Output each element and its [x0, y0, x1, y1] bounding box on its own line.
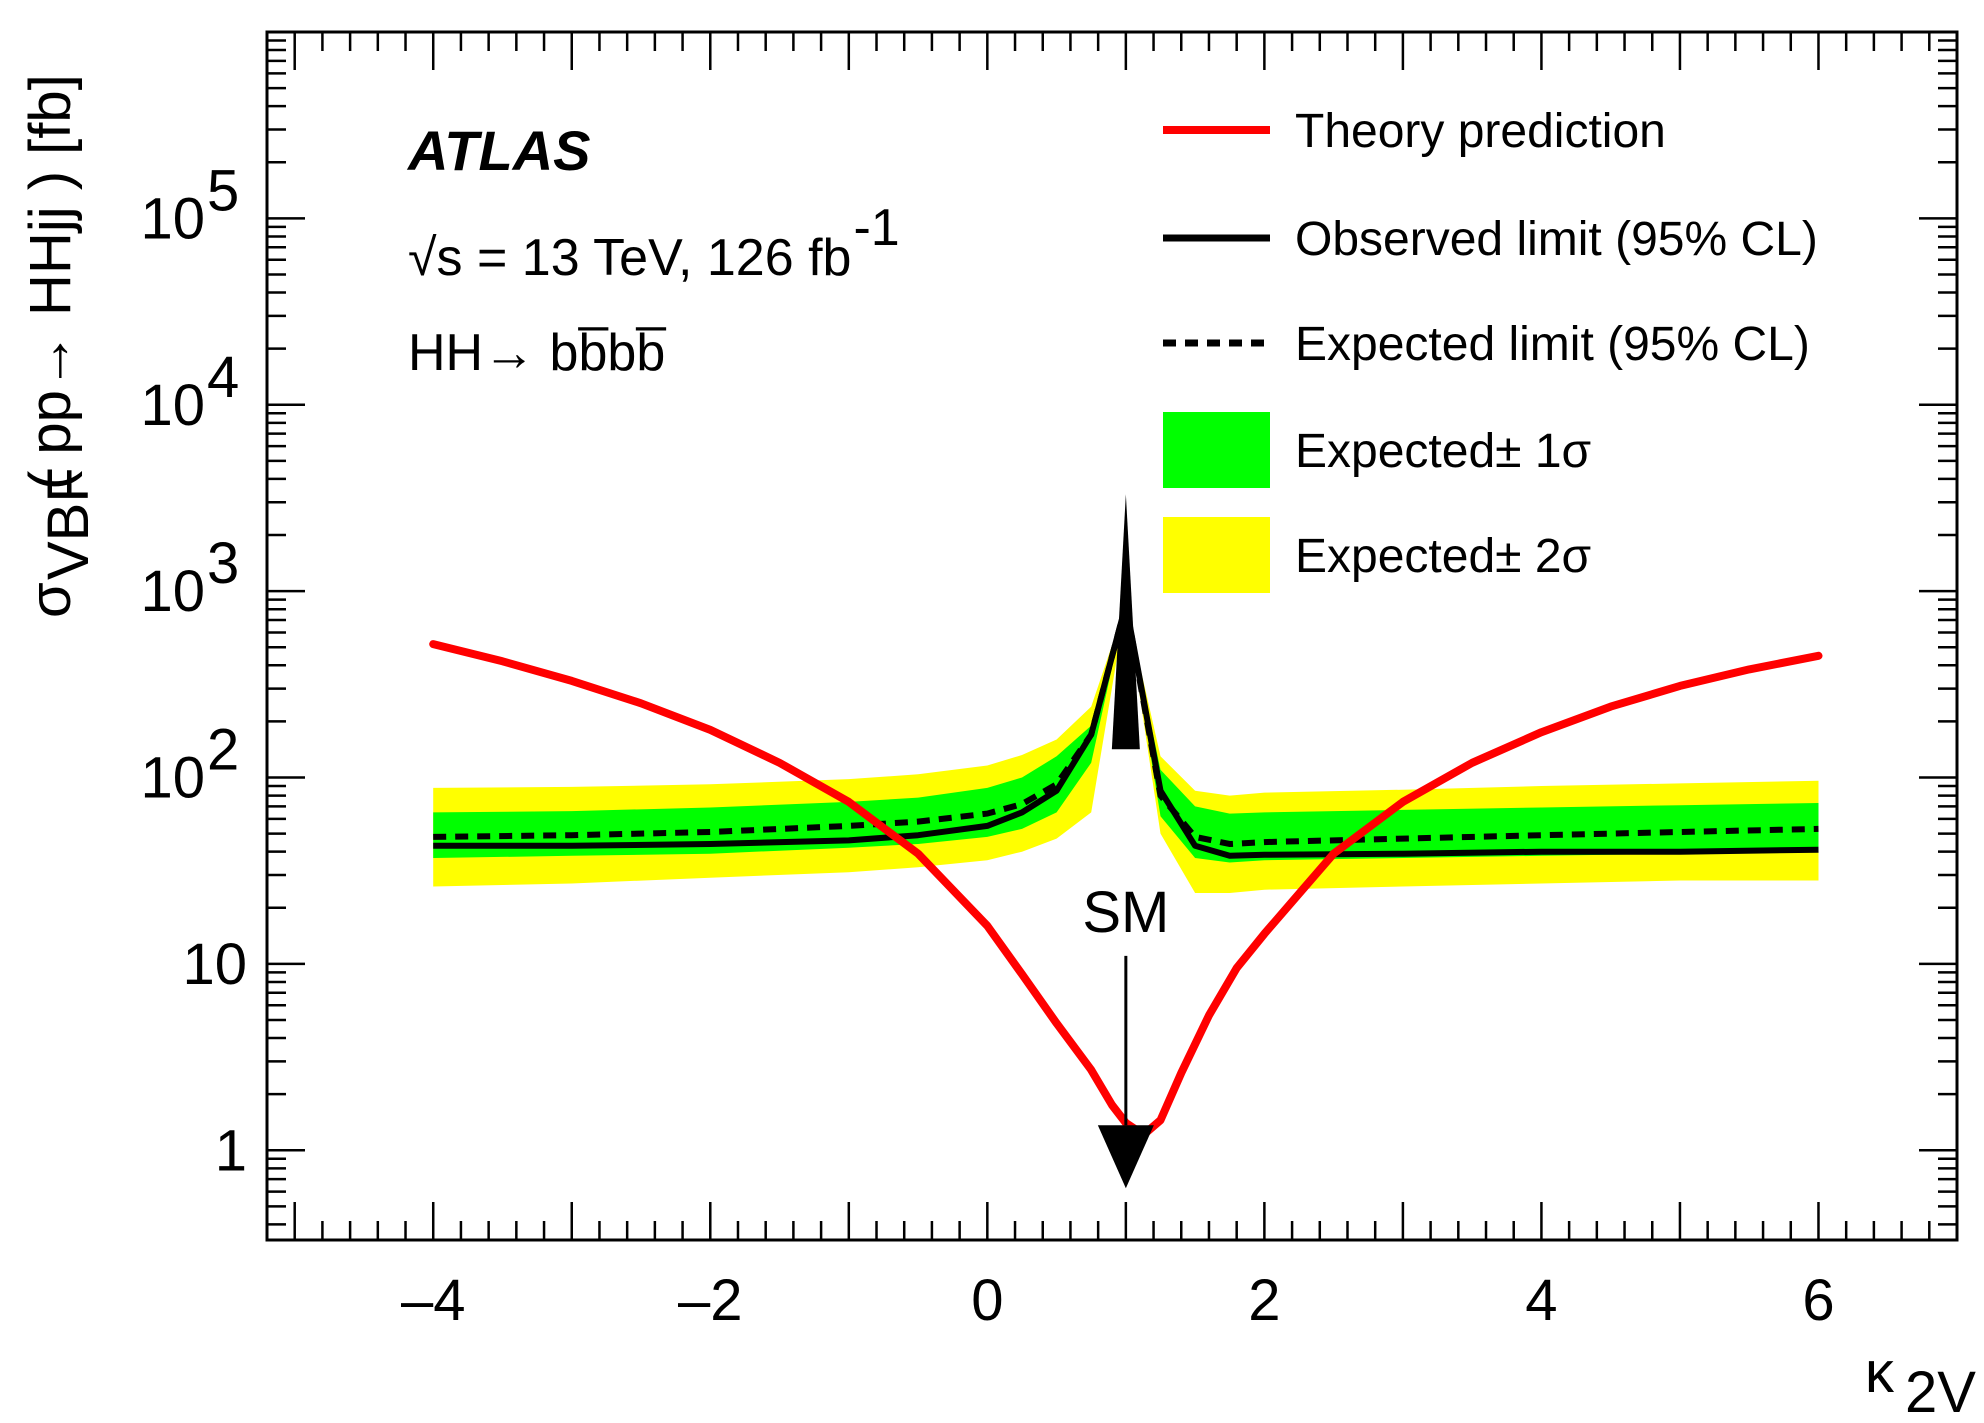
y-tick-exponent: 4: [207, 345, 239, 410]
sm-peak-marker: [1111, 494, 1140, 750]
legend-observed-label: Observed limit (95% CL): [1295, 213, 1818, 266]
legend-band1-label: Expected± 1σ: [1295, 425, 1591, 478]
y-axis-title-sigma: σ: [18, 582, 83, 618]
axes-frame: [265, 30, 1959, 1242]
observed-limit-line: [433, 601, 1819, 859]
sm-label: SM: [1082, 880, 1169, 945]
y-tick-label: 10: [140, 186, 205, 251]
y-tick-exponent: 5: [207, 158, 239, 223]
y-tick-label: 10: [140, 559, 205, 624]
sm-annotation: SM: [1082, 494, 1169, 1189]
legend-band2-label: Expected± 2σ: [1295, 530, 1591, 583]
legend-band2-swatch: [1163, 517, 1270, 593]
legend-band1-swatch: [1163, 412, 1270, 488]
plot-text: ATLAS √s = 13 TeV, 126 fb-1 HH→ bb̅bb̅ κ 2V σ…: [18, 74, 1976, 1423]
legend-expected-label: Expected limit (95% CL): [1295, 318, 1810, 371]
legend: Theory prediction Observed limit (95% CL)…: [1163, 105, 1818, 593]
energy-label-exponent: -1: [853, 199, 899, 257]
legend-theory-label: Theory prediction: [1295, 105, 1666, 158]
y-tick-exponent: 3: [207, 531, 239, 596]
x-tick-label: 0: [971, 1268, 1003, 1333]
x-tick-label: –4: [401, 1268, 466, 1333]
limit-lines: [433, 601, 1819, 859]
x-tick-label: 4: [1525, 1268, 1557, 1333]
process-label: HH→ bb̅bb̅: [408, 324, 667, 382]
experiment-label: ATLAS: [406, 119, 591, 182]
y-tick-label: 10: [140, 373, 205, 438]
energy-label: √s = 13 TeV, 126 fb: [408, 229, 851, 287]
x-tick-label: –2: [678, 1268, 743, 1333]
plot-frame: [265, 30, 1959, 1242]
y-tick-label: 1: [215, 1118, 247, 1183]
x-axis-title-subscript: 2V: [1905, 1360, 1976, 1423]
x-axis-title: κ: [1865, 1340, 1895, 1405]
sm-arrow-head: [1097, 1125, 1154, 1189]
y-tick-exponent: 2: [207, 718, 239, 783]
y-axis-title-rest: ( pp→ HHjj ) [fb]: [18, 74, 83, 490]
y-tick-label: 10: [182, 932, 247, 997]
y-tick-label: 10: [140, 746, 205, 811]
x-tick-label: 6: [1802, 1268, 1834, 1333]
x-tick-label: 2: [1248, 1268, 1280, 1333]
y-axis-title-subscript: VBF: [36, 467, 101, 580]
axis-ticks: [265, 30, 1959, 1240]
